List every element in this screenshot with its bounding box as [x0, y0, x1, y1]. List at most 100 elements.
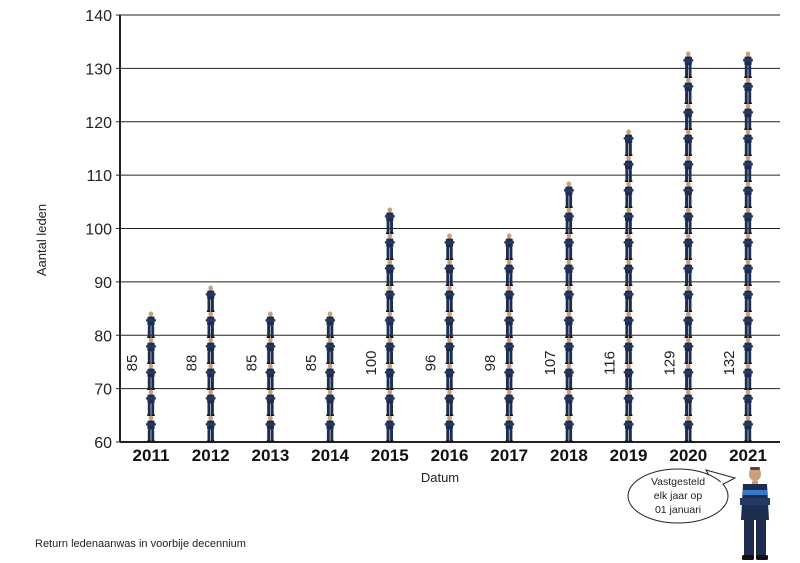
member-figure [563, 311, 574, 338]
member-figure [146, 311, 156, 338]
member-figure [563, 337, 574, 364]
x-tick-label: 2017 [490, 446, 528, 465]
member-figure [504, 233, 515, 260]
y-tick-label: 70 [94, 382, 112, 399]
bar-2014 [325, 311, 336, 442]
member-figure [623, 415, 634, 442]
bar-2020 [683, 51, 694, 442]
value-label: 85 [124, 355, 141, 372]
member-figure [743, 181, 753, 208]
member-figure [146, 389, 156, 416]
member-figure [563, 207, 574, 234]
member-figure [623, 129, 634, 156]
member-figure [683, 129, 694, 156]
member-figure [444, 337, 455, 364]
x-tick-label: 2018 [550, 446, 588, 465]
y-tick-label: 110 [86, 168, 112, 185]
callout-line-1: Vastgesteld [651, 476, 705, 488]
bar-2013 [265, 311, 276, 442]
member-figure [683, 337, 694, 364]
x-tick-label: 2016 [431, 446, 469, 465]
member-figure [563, 233, 574, 260]
member-figure [384, 207, 395, 234]
y-axis-title: Aantal leden [34, 204, 49, 276]
member-figure [444, 415, 455, 442]
member-figure [743, 207, 753, 234]
x-tick-labels: 2011 2012 2013 2014 2015 2016 2017 2018 2019 2020… [133, 446, 767, 465]
member-figure [504, 389, 515, 416]
member-figure [384, 285, 395, 312]
member-figure [683, 181, 694, 208]
member-figure [683, 363, 694, 390]
member-figure [146, 337, 156, 364]
member-figure [384, 337, 395, 364]
member-figure [683, 415, 694, 442]
member-figure [623, 155, 634, 182]
y-tick-label: 60 [94, 435, 112, 452]
member-figure [683, 103, 694, 130]
y-tick-label: 100 [85, 222, 112, 239]
caption: Return ledenaanwas in voorbije decennium [35, 538, 246, 550]
member-figure [683, 155, 694, 182]
member-figure [683, 51, 694, 78]
value-label: 88 [184, 355, 201, 372]
member-figure [743, 77, 753, 104]
member-figure [444, 233, 455, 260]
member-figure [563, 181, 574, 208]
member-figure [205, 389, 216, 416]
x-tick-label: 2015 [371, 446, 409, 465]
member-figure [384, 233, 395, 260]
member-figure [743, 51, 753, 78]
bar-2012 [205, 285, 216, 442]
bar-2015 [384, 207, 395, 442]
x-tick-label: 2020 [669, 446, 707, 465]
y-tick-label: 120 [85, 115, 112, 132]
member-figure [743, 415, 753, 442]
member-figure [683, 389, 694, 416]
member-figure [683, 311, 694, 338]
x-axis-title: Datum [421, 470, 459, 485]
x-tick-label: 2014 [311, 446, 349, 465]
member-figure [205, 337, 216, 364]
speech-bubble-body [627, 468, 729, 524]
member-figure [384, 311, 395, 338]
y-tick-label: 130 [85, 61, 112, 78]
member-figure [683, 233, 694, 260]
mascot-figure [740, 467, 770, 560]
member-figure [265, 363, 276, 390]
member-figure [504, 337, 515, 364]
member-figure [683, 77, 694, 104]
member-figure [146, 415, 156, 442]
member-figure [683, 207, 694, 234]
member-figure [683, 285, 694, 312]
member-figure [563, 415, 574, 442]
callout-line-2: elk jaar op [654, 490, 703, 502]
bar-2019 [623, 129, 634, 442]
member-figure [623, 363, 634, 390]
member-figure [265, 337, 276, 364]
member-figure [504, 415, 515, 442]
member-figure [325, 337, 336, 364]
member-figure [623, 207, 634, 234]
bar-2017 [504, 233, 515, 442]
callout: Vastgesteld elk jaar op 01 januari [627, 467, 770, 560]
x-tick-label: 2012 [192, 446, 230, 465]
value-label: 129 [661, 350, 678, 375]
y-tick-label: 80 [94, 328, 112, 345]
bar-2021 [743, 51, 753, 442]
member-figure [444, 389, 455, 416]
bar-2011 [146, 311, 156, 442]
member-figure [623, 233, 634, 260]
member-figure [743, 363, 753, 390]
bar-2018 [563, 181, 574, 442]
member-figure [563, 285, 574, 312]
member-figure [325, 311, 336, 338]
member-figure [265, 311, 276, 338]
member-figure [743, 129, 753, 156]
member-figure [563, 363, 574, 390]
member-figure [743, 311, 753, 338]
member-figure [563, 389, 574, 416]
member-figure [205, 415, 216, 442]
value-label: 98 [482, 355, 499, 372]
